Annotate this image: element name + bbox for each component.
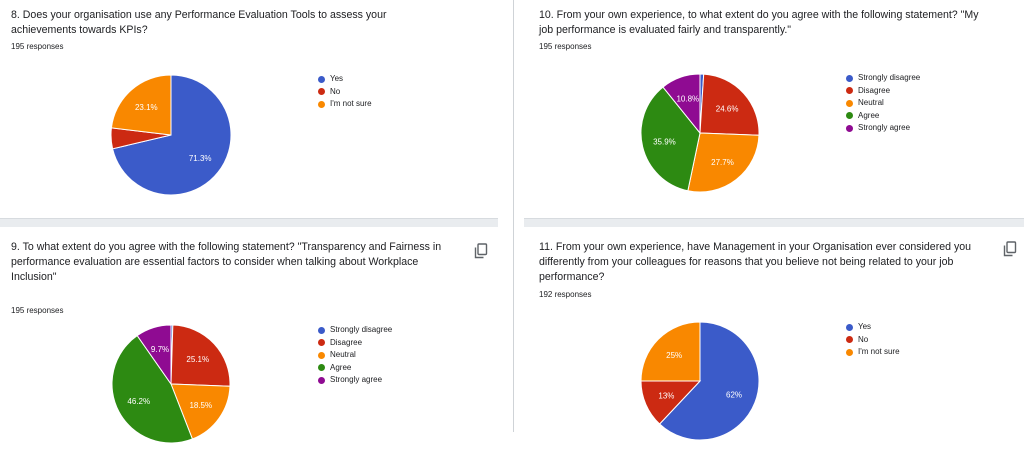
legend-swatch <box>846 124 853 132</box>
pie-slice-disagree <box>699 73 760 136</box>
pie-slice-neutral <box>687 132 760 193</box>
pie-chart-q9: 25.1% 18.5% 46.2% 9.7% <box>111 324 231 444</box>
legend-item: Strongly agree <box>846 122 920 135</box>
slice-label: 10.8% <box>676 95 699 104</box>
legend-item: Strongly agree <box>318 374 392 387</box>
vertical-divider <box>513 0 514 432</box>
legend-label: Agree <box>330 362 352 372</box>
slice-label: 13% <box>658 392 674 401</box>
pie-slice-agree <box>640 86 701 192</box>
legend-item: Strongly disagree <box>318 324 392 337</box>
pie-slice-strongly-agree <box>136 324 172 386</box>
slice-label: 27.7% <box>711 158 734 167</box>
legend-label: Disagree <box>330 337 363 347</box>
legend-swatch <box>846 323 853 331</box>
legend-item: Neutral <box>846 97 920 110</box>
legend-swatch <box>846 348 853 356</box>
question-card-8: 8. Does your organisation use any Perfor… <box>0 0 500 218</box>
legend-swatch <box>846 112 853 120</box>
response-count: 195 responses <box>539 42 592 51</box>
legend-item: Yes <box>318 73 372 86</box>
pie-chart-q10: 24.6% 27.7% 35.9% 10.8% <box>640 73 760 193</box>
legend-item: No <box>846 334 900 347</box>
slice-label: 71.3% <box>189 154 212 163</box>
legend-label: I'm not sure <box>858 347 900 356</box>
question-title: 10. From your own experience, to what ex… <box>539 9 979 36</box>
legend-label: No <box>330 86 341 96</box>
legend-item: Disagree <box>318 337 392 350</box>
pie-slice-agree <box>111 334 194 444</box>
legend-swatch <box>318 100 325 108</box>
legend-swatch <box>846 87 853 95</box>
chart-legend: Yes No I'm not sure <box>318 73 372 111</box>
legend-item: No <box>318 86 372 99</box>
legend-swatch <box>318 376 325 384</box>
pie-slice-i-m-not-sure <box>110 74 172 136</box>
slice-label: 23.1% <box>135 103 158 112</box>
pie-slice-neutral <box>170 383 231 440</box>
response-count: 192 responses <box>539 290 592 299</box>
question-title: 9. To what extent do you agree with the … <box>11 241 442 283</box>
question-title: 11. From your own experience, have Manag… <box>539 241 972 283</box>
legend-item: Disagree <box>846 85 920 98</box>
legend-item: Agree <box>846 110 920 123</box>
legend-label: No <box>858 334 869 344</box>
legend-label: Strongly disagree <box>330 325 393 334</box>
legend-swatch <box>846 74 853 82</box>
chart-legend: Strongly disagree Disagree Neutral Agree Str… <box>846 72 920 135</box>
legend-item: Neutral <box>318 349 392 362</box>
pie-slice-strongly-agree <box>662 73 701 135</box>
legend-swatch <box>318 351 325 359</box>
question-card-11: 11. From your own experience, have Manag… <box>524 227 1024 453</box>
question-title: 8. Does your organisation use any Perfor… <box>11 9 387 36</box>
chart-legend: Yes No I'm not sure <box>846 321 900 359</box>
legend-swatch <box>846 336 853 344</box>
legend-label: Yes <box>858 322 872 331</box>
legend-swatch <box>318 326 325 334</box>
legend-label: Yes <box>330 74 344 83</box>
pie-chart-q8: 71.3% 23.1% <box>110 74 232 196</box>
chart-legend: Strongly disagree Disagree Neutral Agree Str… <box>318 324 392 387</box>
legend-label: Strongly agree <box>858 123 911 132</box>
response-count: 195 responses <box>11 306 64 315</box>
slice-label: 25.1% <box>186 355 209 364</box>
legend-label: Neutral <box>330 350 356 359</box>
pie-chart-q11: 62% 13% 25% <box>640 321 760 441</box>
pie-slice-i-m-not-sure <box>640 321 701 382</box>
legend-label: I'm not sure <box>330 99 372 108</box>
legend-swatch <box>318 88 325 96</box>
copy-icon[interactable] <box>1003 241 1017 257</box>
legend-label: Strongly agree <box>330 375 383 384</box>
question-card-10: 10. From your own experience, to what ex… <box>524 0 1024 218</box>
slice-label: 25% <box>666 351 682 360</box>
legend-label: Neutral <box>858 98 884 107</box>
legend-item: Agree <box>318 362 392 375</box>
legend-label: Strongly disagree <box>858 73 921 82</box>
slice-label: 18.5% <box>189 401 212 410</box>
response-count: 195 responses <box>11 42 64 51</box>
slice-label: 9.7% <box>151 345 169 354</box>
legend-swatch <box>318 75 325 83</box>
question-card-9: 9. To what extent do you agree with the … <box>0 227 500 453</box>
legend-item: I'm not sure <box>318 98 372 111</box>
legend-item: Yes <box>846 321 900 334</box>
pie-slice-yes <box>112 74 232 196</box>
legend-label: Agree <box>858 110 880 120</box>
legend-swatch <box>846 99 853 107</box>
legend-label: Disagree <box>858 85 891 95</box>
legend-swatch <box>318 364 325 372</box>
legend-item: Strongly disagree <box>846 72 920 85</box>
slice-label: 46.2% <box>127 397 150 406</box>
legend-item: I'm not sure <box>846 346 900 359</box>
legend-swatch <box>318 339 325 347</box>
pie-slice-yes <box>658 321 760 441</box>
copy-icon[interactable] <box>474 243 488 259</box>
pie-slice-disagree <box>170 324 231 387</box>
slice-label: 62% <box>726 390 742 399</box>
slice-label: 35.9% <box>653 138 676 147</box>
slice-label: 24.6% <box>716 104 739 113</box>
